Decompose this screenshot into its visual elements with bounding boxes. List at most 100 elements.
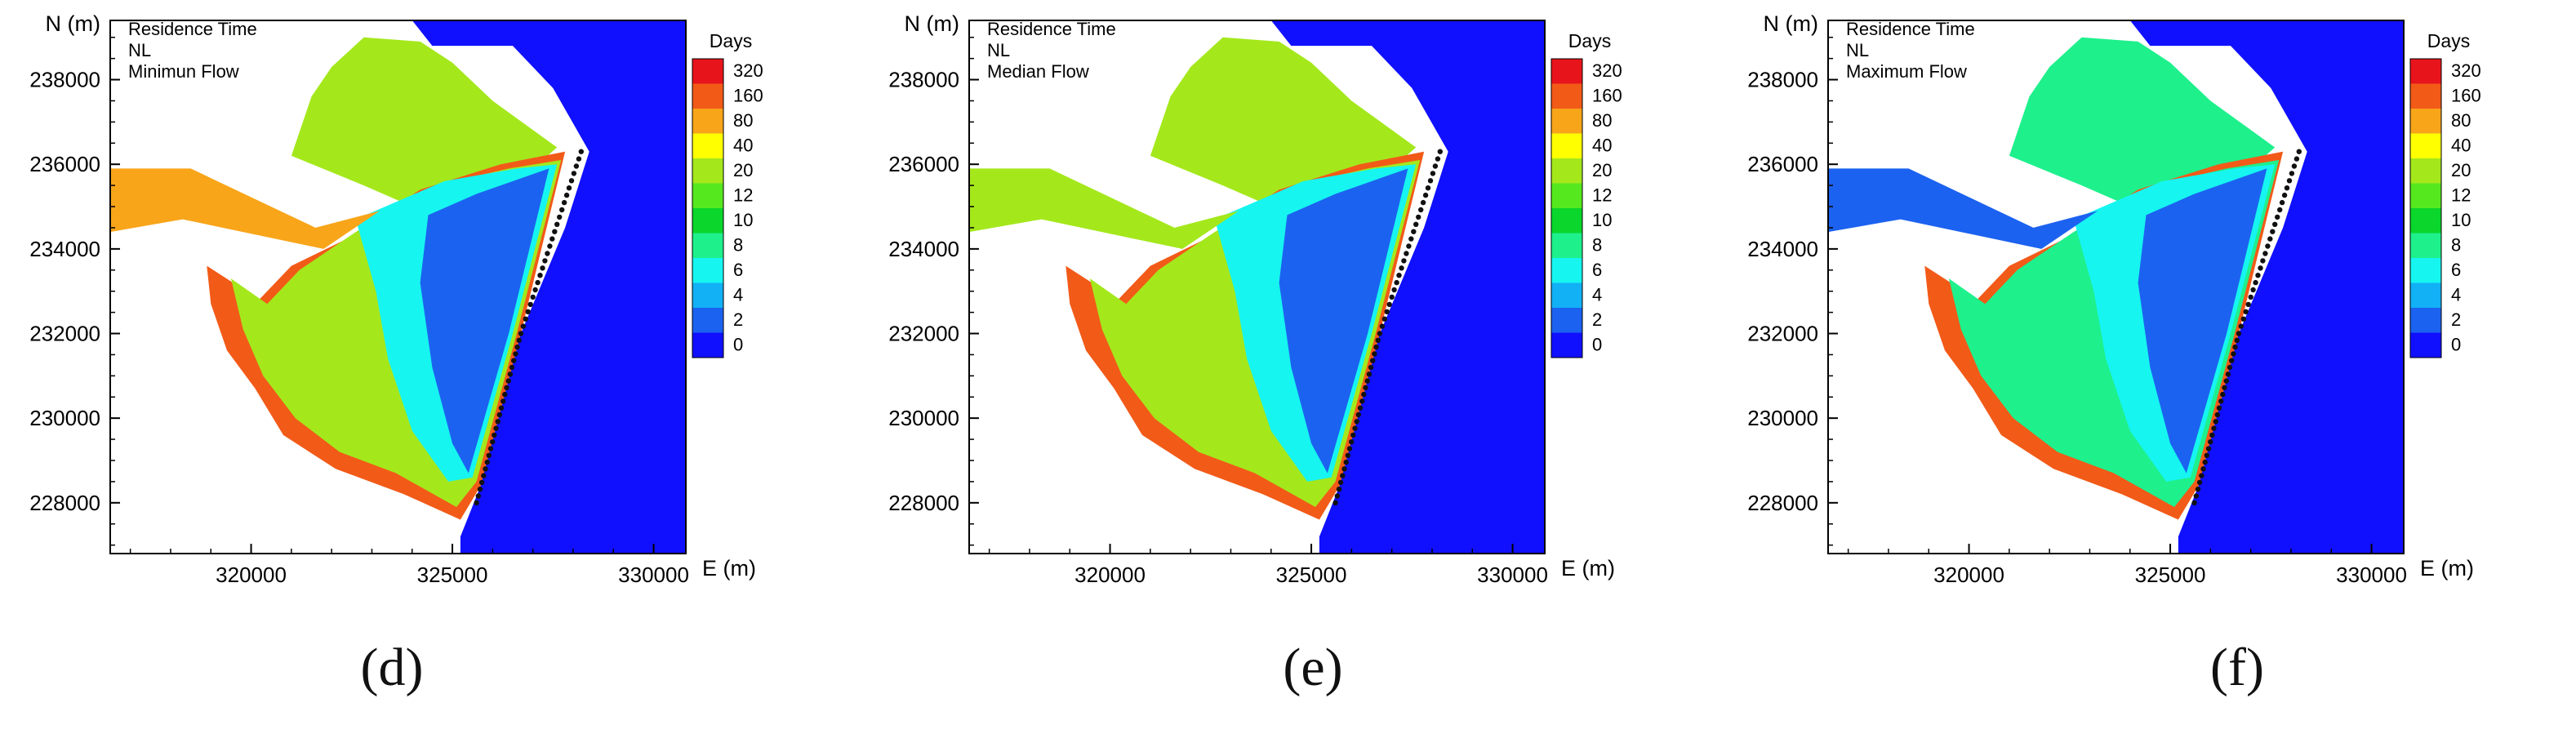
- coastline-point: [1404, 251, 1409, 256]
- coastline-point: [1379, 323, 1385, 329]
- colorbar-swatch: [1551, 83, 1582, 109]
- coastline-point: [2284, 185, 2290, 191]
- coastline-point: [1346, 446, 1353, 452]
- coastline-point: [1389, 294, 1395, 300]
- coastline-point: [509, 364, 515, 371]
- coastline-point: [2208, 439, 2213, 445]
- coastline-point: [492, 432, 497, 438]
- colorbar-label: 80: [1592, 110, 1612, 131]
- coastline-point: [1432, 163, 1439, 169]
- coastline-point: [1350, 432, 1356, 438]
- coastline-point: [1406, 243, 1412, 249]
- y-tick-label: 232000: [888, 322, 959, 346]
- colorbar-label: 0: [2451, 335, 2461, 355]
- colorbar-label: 10: [2451, 210, 2471, 230]
- colorbar-label: 2: [733, 309, 743, 330]
- coastline-point: [1427, 178, 1434, 184]
- colorbar-label: 10: [1592, 210, 1612, 230]
- coastline-point: [576, 156, 582, 162]
- coastline-point: [1375, 337, 1381, 343]
- coastline-point: [557, 214, 563, 220]
- colorbar-swatch: [1551, 158, 1582, 184]
- nearshore-zone: [420, 168, 549, 474]
- annotation-line-1: Residence Time: [987, 19, 1116, 39]
- coastline-point: [1411, 229, 1417, 234]
- colorbar-swatch: [2410, 332, 2441, 358]
- coastline-point: [1413, 221, 1419, 227]
- coastline-point: [2238, 323, 2244, 329]
- coastline-point: [561, 199, 567, 206]
- coastline-point: [547, 243, 553, 249]
- coastline-point: [1435, 156, 1441, 162]
- panel-label: (e): [1283, 638, 1343, 697]
- y-tick-label: 234000: [29, 237, 100, 261]
- colorbar-swatch: [2410, 282, 2441, 308]
- y-tick-label: 236000: [1747, 152, 1818, 176]
- coastline-point: [2202, 459, 2208, 465]
- colorbar-frame: [692, 58, 724, 358]
- coastline-point: [2296, 149, 2302, 154]
- coastline-point: [578, 149, 584, 154]
- coastline-point: [559, 207, 565, 213]
- coastline-point: [1366, 371, 1373, 377]
- colorbar-swatch: [692, 59, 723, 84]
- coastline-point: [2279, 199, 2285, 206]
- colorbar-swatch: [1551, 208, 1582, 234]
- colorbar-label: 320: [2451, 60, 2481, 81]
- coastline-point: [2196, 479, 2203, 486]
- colorbar-label: 12: [733, 185, 753, 206]
- upper-lagoon-zone: [2009, 37, 2276, 207]
- chart-svg: 320000 325000 330000 228000 230000 232000 2340…: [1747, 11, 2481, 587]
- coastline-point: [495, 419, 501, 425]
- colorbar-swatch: [2410, 133, 2441, 158]
- coastline-point: [483, 466, 488, 472]
- colorbar-swatch: [692, 109, 723, 134]
- y-tick-label: 228000: [1747, 491, 1818, 515]
- coastline-point: [2277, 207, 2283, 213]
- coastline-point: [502, 391, 508, 398]
- nearshore-zone: [2138, 168, 2267, 474]
- coastline-point: [481, 473, 487, 478]
- y-axis-label: N (m): [905, 11, 959, 36]
- coastline-point: [545, 251, 550, 256]
- colorbar-frame: [2409, 58, 2442, 358]
- colorbar-swatch: [2410, 258, 2441, 283]
- y-tick-label: 232000: [29, 322, 100, 346]
- x-axis-label: E (m): [1561, 556, 1615, 581]
- coastline-point: [475, 493, 481, 499]
- coastline-point: [2216, 405, 2222, 411]
- coastline-point: [525, 309, 531, 314]
- colorbar-label: 4: [2451, 285, 2461, 305]
- x-tick-label: 330000: [2336, 563, 2407, 587]
- nearshore-zone: [1279, 168, 1408, 474]
- coastline-point: [1373, 344, 1379, 350]
- annotation-line-2: NL: [987, 40, 1010, 60]
- colorbar-label: 320: [1592, 60, 1622, 81]
- colorbar-label: 40: [2451, 136, 2471, 156]
- coastline-point: [1332, 500, 1338, 505]
- coastline-point: [2281, 192, 2288, 198]
- coastline-point: [1341, 466, 1347, 472]
- coastline-point: [2195, 487, 2201, 492]
- y-tick-label: 238000: [1747, 68, 1818, 92]
- coastline-point: [514, 344, 520, 350]
- coastline-point: [1357, 405, 1364, 411]
- coastline-point: [2293, 156, 2300, 162]
- colorbar-swatch: [692, 308, 723, 333]
- x-tick-label: 320000: [1074, 563, 1146, 587]
- panel-label: (d): [360, 638, 424, 697]
- colorbar-label: 160: [2451, 86, 2481, 106]
- coastline-point: [496, 411, 502, 418]
- coastline-point: [1355, 411, 1361, 418]
- coastline-point: [2240, 316, 2246, 322]
- coastline-point: [2245, 301, 2251, 308]
- coastline-point: [1368, 364, 1374, 371]
- chart-panel-0: 320000 325000 330000 228000 230000 232000 2340…: [0, 0, 859, 734]
- west-channel-zone: [1828, 168, 2098, 249]
- x-tick-label: 325000: [417, 563, 488, 587]
- coastline-point: [2193, 493, 2199, 499]
- coastline-point: [523, 316, 528, 322]
- colorbar-swatch: [692, 83, 723, 109]
- coastline-point: [2270, 229, 2276, 234]
- colorbar-swatch: [1551, 183, 1582, 208]
